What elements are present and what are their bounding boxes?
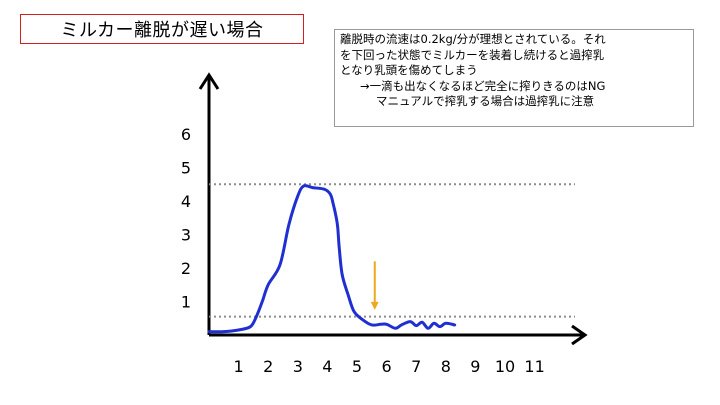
x-tick-label: 1 bbox=[234, 357, 244, 376]
down-arrow-head-icon bbox=[370, 301, 379, 310]
y-tick-label: 2 bbox=[181, 259, 191, 278]
note-line: マニュアルで搾乳する場合は過搾乳に注意 bbox=[376, 94, 595, 108]
slide-title-text: ミルカー離脱が遅い場合 bbox=[60, 20, 264, 41]
y-tick-label: 4 bbox=[181, 192, 191, 211]
note-line: となり乳頭を傷めてしまう bbox=[340, 63, 478, 77]
chart-axes bbox=[198, 72, 588, 346]
y-tick-label: 6 bbox=[181, 125, 191, 144]
x-tick-label: 3 bbox=[293, 357, 303, 376]
x-tick-label: 10 bbox=[495, 357, 515, 376]
marker-layer bbox=[370, 261, 379, 310]
series-layer bbox=[207, 184, 457, 334]
x-tick-label: 4 bbox=[322, 357, 332, 376]
x-tick-label: 5 bbox=[352, 357, 362, 376]
milk-flow-line bbox=[207, 184, 457, 334]
x-tick-label: 9 bbox=[470, 357, 480, 376]
note-line: を下回った状態でミルカーを装着し続けると過搾乳 bbox=[340, 47, 605, 62]
y-axis-arrowhead bbox=[198, 72, 220, 90]
x-tick-label: 6 bbox=[382, 357, 392, 376]
note-callout: 離脱時の流速は0.2kg/分が理想とされている。それ を下回った状態でミルカーを… bbox=[334, 29, 694, 127]
slide-title: ミルカー離脱が遅い場合 bbox=[20, 14, 304, 44]
y-tick-label: 3 bbox=[181, 226, 191, 245]
x-tick-label: 11 bbox=[524, 357, 544, 376]
x-axis-arrowhead bbox=[571, 324, 588, 346]
note-line: →一滴も出なくなるほど完全に搾りきるのはNG bbox=[360, 78, 606, 93]
x-tick-label: 7 bbox=[411, 357, 421, 376]
note-line: 離脱時の流速は0.2kg/分が理想とされている。それ bbox=[340, 32, 606, 46]
x-tick-label: 8 bbox=[441, 357, 451, 376]
y-tick-label: 5 bbox=[181, 159, 191, 178]
y-tick-label: 1 bbox=[181, 293, 191, 312]
x-tick-label: 2 bbox=[263, 357, 273, 376]
reference-lines bbox=[209, 183, 575, 318]
